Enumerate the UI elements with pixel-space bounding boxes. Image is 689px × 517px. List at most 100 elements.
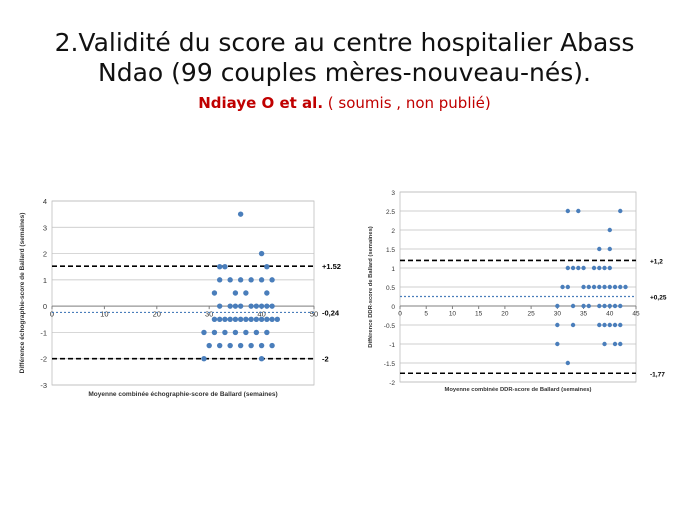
data-point <box>274 316 281 322</box>
y-tick-label: -2 <box>40 355 47 364</box>
data-point <box>576 208 581 214</box>
x-tick-label: 45 <box>632 311 640 318</box>
data-point <box>258 250 265 257</box>
data-point <box>232 329 239 336</box>
data-point <box>258 356 265 362</box>
y-tick-label: -1 <box>40 328 47 337</box>
data-point <box>602 341 607 347</box>
data-point <box>258 342 265 349</box>
x-tick-label: 15 <box>475 311 483 318</box>
data-point <box>607 284 612 290</box>
data-point <box>565 265 571 271</box>
x-tick-label: 20 <box>501 311 509 318</box>
data-point <box>618 341 623 347</box>
data-point <box>607 322 612 328</box>
citation-note: ( soumis , non publié) <box>323 94 491 112</box>
x-tick-label: 0 <box>50 310 54 319</box>
x-tick-label: 10 <box>100 310 108 319</box>
data-point <box>607 227 612 233</box>
data-point <box>211 316 218 322</box>
reference-line-label: +0,25 <box>650 295 667 302</box>
data-point <box>618 284 623 290</box>
data-point <box>612 303 618 309</box>
data-point <box>623 284 628 290</box>
x-tick-label: 35 <box>580 311 588 318</box>
data-point <box>253 303 260 309</box>
data-point <box>269 316 275 322</box>
data-point <box>264 303 270 309</box>
data-point <box>618 322 623 328</box>
data-point <box>602 322 607 328</box>
citation-author: Ndiaye O et al. <box>198 94 324 112</box>
data-point <box>216 316 223 322</box>
data-point <box>237 277 244 283</box>
x-axis-label: Moyenne combinée DDR-score de Ballard (s… <box>445 387 592 393</box>
y-tick-label: -2 <box>389 380 395 387</box>
reference-line-label: +1,2 <box>650 258 663 265</box>
data-point <box>237 303 244 309</box>
y-axis-label: Différence échographie-score de Ballard … <box>19 213 26 374</box>
data-point <box>264 264 270 270</box>
data-point <box>597 246 602 252</box>
x-tick-label: 50 <box>310 310 318 319</box>
bland-altman-plot-ddr: -2-1.5-1-0.500.511.522.530 5 10 15 20 25 30 35 4… <box>368 190 667 393</box>
data-point <box>602 303 607 309</box>
x-tick-label: 10 <box>449 311 457 318</box>
data-point <box>570 322 576 328</box>
data-point <box>216 303 223 309</box>
data-point <box>237 211 244 217</box>
data-point <box>243 290 249 296</box>
data-point <box>227 342 233 349</box>
data-point <box>565 284 571 290</box>
data-point <box>581 265 586 271</box>
x-tick-label: 5 <box>424 311 428 318</box>
data-point <box>227 316 233 322</box>
y-tick-label: -1 <box>389 342 395 349</box>
data-point <box>258 277 265 283</box>
data-point <box>248 277 254 283</box>
data-point <box>597 303 602 309</box>
x-tick-label: 30 <box>205 310 213 319</box>
data-point <box>555 322 560 328</box>
data-point <box>222 264 228 270</box>
data-point <box>201 356 207 362</box>
slide-title-line-2: Ndao (99 couples mères-nouveau-nés). <box>98 58 591 87</box>
data-point <box>248 316 254 322</box>
data-point <box>607 303 612 309</box>
slide-title: 2.Validité du score au centre hospitalie… <box>0 28 689 88</box>
slide-title-line-1: 2.Validité du score au centre hospitalie… <box>54 28 635 57</box>
data-point <box>258 303 265 309</box>
y-tick-label: 2.5 <box>386 209 395 216</box>
data-point <box>586 303 591 309</box>
y-tick-label: 1.5 <box>386 247 395 254</box>
data-point <box>597 284 602 290</box>
y-tick-label: 0.5 <box>386 285 395 292</box>
data-point <box>597 265 602 271</box>
data-point <box>618 208 623 214</box>
data-point <box>248 303 254 309</box>
data-point <box>206 342 212 349</box>
data-point <box>586 284 591 290</box>
data-point <box>576 265 581 271</box>
data-point <box>607 246 612 252</box>
plot-area <box>51 200 315 386</box>
data-point <box>555 303 560 309</box>
x-tick-label: 20 <box>153 310 161 319</box>
data-point <box>232 316 239 322</box>
y-axis-label: Différence DDR-score de Ballard (semaine… <box>368 226 374 348</box>
data-point <box>602 284 607 290</box>
reference-line-label: -2 <box>322 355 329 364</box>
data-point <box>612 284 618 290</box>
data-point <box>258 316 265 322</box>
y-tick-label: -1.5 <box>384 361 396 368</box>
data-point <box>612 341 618 347</box>
data-point <box>560 284 565 290</box>
data-point <box>264 316 270 322</box>
y-tick-label: -0.5 <box>384 323 396 330</box>
data-point <box>253 329 260 336</box>
x-tick-label: 40 <box>606 311 614 318</box>
y-tick-label: 2 <box>43 250 47 259</box>
data-point <box>227 277 233 283</box>
data-point <box>570 303 576 309</box>
